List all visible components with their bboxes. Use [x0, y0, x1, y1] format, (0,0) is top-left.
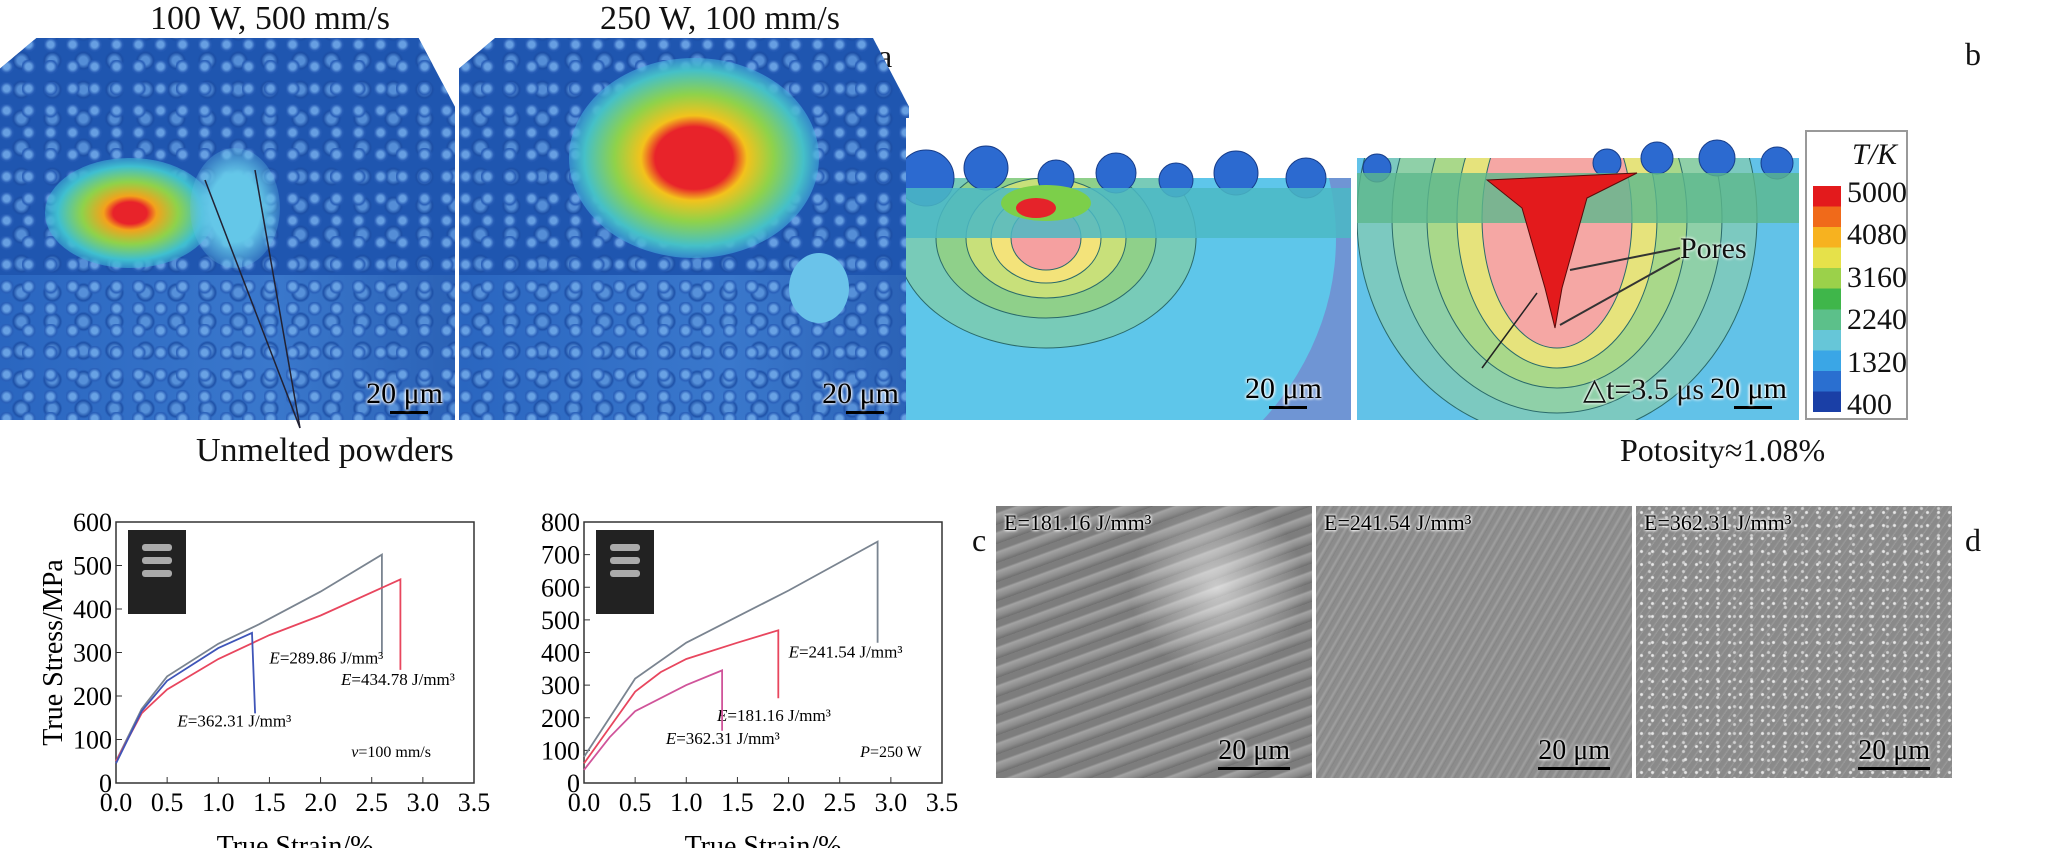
stress-strain-chart-power: 0.0 0.5 1.0 1.5 2.0 2.5 3.0 3.5 0 100 200 300 400 500… [541, 508, 959, 848]
x-tick-label: 2.5 [355, 788, 388, 817]
inset-specimen-bar [610, 570, 640, 577]
y-tick-label: 500 [73, 552, 112, 581]
series-label: E=289.86 J/mm³ [268, 648, 383, 667]
inset-specimen-bar [142, 570, 172, 577]
x-tick-label: 1.5 [253, 788, 286, 817]
series-label: E=362.31 J/mm³ [665, 729, 780, 748]
scale-bar: 20 μm [1858, 735, 1930, 770]
series-line [115, 578, 402, 762]
simulation-cross-section-keyhole [1357, 118, 1799, 420]
energy-density-label: E=362.31 J/mm³ [1644, 510, 1792, 535]
y-tick-label: 600 [73, 508, 112, 537]
x-tick-label: 3.0 [875, 788, 908, 817]
colorbar-title: T/K [1852, 138, 1898, 171]
panel-a-right-title: 250 W, 100 mm/s [600, 0, 840, 37]
x-tick-label: 3.5 [926, 788, 959, 817]
series-line [583, 540, 879, 758]
x-tick-label: 2.5 [823, 788, 856, 817]
scale-bar: 20 μm [1245, 372, 1322, 409]
colorbar-tick: 400 [1847, 387, 1892, 421]
colorbar-tick: 2240 [1847, 303, 1907, 337]
inset-specimen-photo [128, 530, 186, 614]
pores-arrows [1559, 247, 1681, 326]
x-tick-label: 1.0 [202, 788, 235, 817]
simulation-cross-section-early [906, 118, 1351, 420]
colorbar-tick: 5000 [1847, 176, 1907, 209]
temperature-colorbar: T/K 5000 4080 3160 2240 1320 400 [1805, 130, 1908, 422]
x-tick-label: 0.5 [151, 788, 184, 817]
sem-image-362: E=362.31 J/mm³ 20 μm [1636, 506, 1952, 778]
x-tick-label: 1.5 [721, 788, 754, 817]
inset-specimen-bar [142, 557, 172, 564]
y-tick-label: 0 [567, 769, 580, 798]
series-label: E=434.78 J/mm³ [340, 670, 455, 689]
scale-bar: 20 μm [1538, 735, 1610, 770]
scale-bar: 20 μm [822, 377, 899, 414]
simulation-250w-100mms: 20 μm [459, 38, 909, 420]
x-tick-label: 1.0 [670, 788, 703, 817]
inset-specimen-bar [142, 544, 172, 551]
panel-letter-c: c [972, 522, 987, 558]
x-axis-label: True Strain/% [685, 831, 842, 848]
stress-strain-chart-speed: 0.0 0.5 1.0 1.5 2.0 2.5 3.0 3.5 0 100 200 300 400 500… [40, 508, 491, 848]
unmelted-powders-label: Unmelted powders [196, 432, 454, 469]
inset-specimen-bar [610, 544, 640, 551]
y-tick-label: 100 [541, 736, 580, 765]
sem-image-181: E=181.16 J/mm³ 20 μm [996, 506, 1312, 778]
time-step-label: △t=3.5 μs [1583, 373, 1705, 406]
series-line [115, 631, 256, 764]
scale-bar: 20 μm [1710, 372, 1787, 409]
y-tick-label: 700 [541, 541, 580, 570]
x-tick-label: 2.0 [772, 788, 805, 817]
condition-label: v=100 mm/s [351, 744, 431, 761]
x-tick-label: 3.5 [458, 788, 491, 817]
y-tick-label: 300 [73, 639, 112, 668]
panel-a-left-title: 100 W, 500 mm/s [150, 0, 390, 37]
y-tick-label: 400 [73, 595, 112, 624]
series-line [583, 629, 780, 764]
panel-letter-b: b [1965, 36, 1981, 72]
series-label: E=241.54 J/mm³ [788, 642, 903, 661]
y-tick-label: 300 [541, 671, 580, 700]
pores-label: Pores [1680, 232, 1747, 265]
simulation-100w-500mms: 20 μm [0, 38, 455, 420]
annotation-arrows [204, 169, 301, 429]
series-line [115, 553, 383, 762]
y-axis-label: True Stress/MPa [40, 559, 69, 746]
x-tick-label: 2.0 [304, 788, 337, 817]
y-tick-label: 500 [541, 606, 580, 635]
x-tick-label: 0.0 [100, 788, 133, 817]
y-tick-label: 400 [541, 639, 580, 668]
scale-bar: 20 μm [1218, 735, 1290, 770]
colorbar-tick: 4080 [1847, 218, 1907, 252]
x-tick-label: 0.5 [619, 788, 652, 817]
energy-density-label: E=181.16 J/mm³ [1004, 510, 1152, 535]
series-label: E=181.16 J/mm³ [716, 706, 831, 725]
x-tick-label: 3.0 [407, 788, 440, 817]
energy-density-label: E=241.54 J/mm³ [1324, 510, 1472, 535]
x-tick-label: 0.0 [568, 788, 601, 817]
porosity-label: Potosity≈1.08% [1620, 432, 1826, 468]
colorbar-tick: 3160 [1847, 260, 1907, 294]
y-tick-label: 100 [73, 726, 112, 755]
series-line [583, 669, 723, 771]
sem-image-241: E=241.54 J/mm³ 20 μm [1316, 506, 1632, 778]
y-tick-label: 200 [541, 704, 580, 733]
colorbar-gradient [1813, 186, 1841, 412]
y-tick-label: 200 [73, 682, 112, 711]
scale-bar: 20 μm [366, 377, 443, 414]
colorbar-ticks: 5000 4080 3160 2240 1320 400 [1847, 176, 1907, 422]
inset-specimen-photo [596, 530, 654, 614]
y-tick-label: 800 [541, 508, 580, 537]
colorbar-tick: 1320 [1847, 345, 1907, 379]
series-label: E=362.31 J/mm³ [176, 711, 291, 730]
panel-letter-d: d [1965, 522, 1981, 558]
x-axis-label: True Strain/% [217, 831, 374, 848]
y-tick-label: 0 [99, 769, 112, 798]
inset-specimen-bar [610, 557, 640, 564]
y-tick-label: 600 [541, 573, 580, 602]
condition-label: P=250 W [859, 744, 923, 761]
